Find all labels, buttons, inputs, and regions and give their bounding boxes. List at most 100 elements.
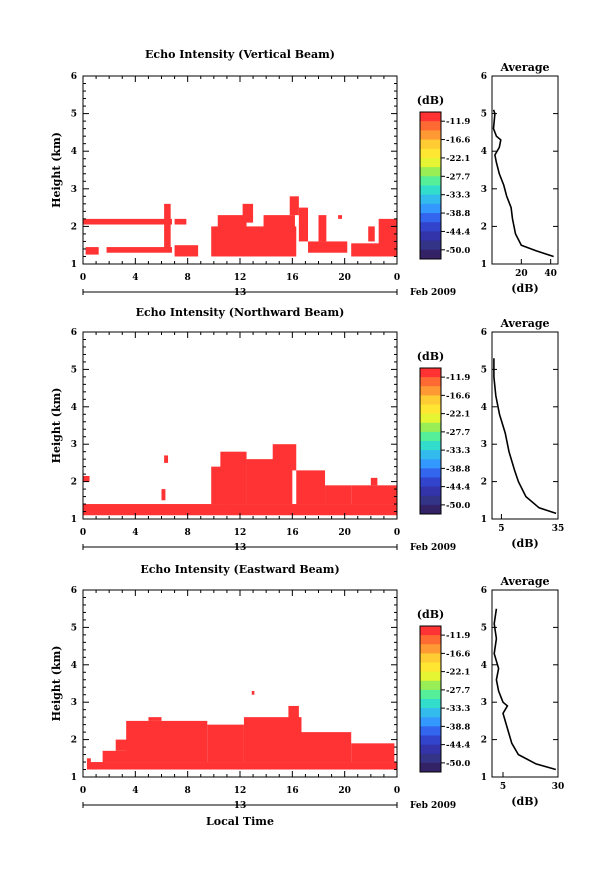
echo-region-1 xyxy=(86,758,91,763)
x-tick-label: 16 xyxy=(286,786,299,796)
x-tick-label: 16 xyxy=(286,273,299,283)
average-x-label: (dB) xyxy=(511,537,538,550)
avg-y-tick-label: 3 xyxy=(481,698,487,708)
date-label: 13 xyxy=(234,543,247,553)
avg-y-tick-label: 4 xyxy=(481,147,487,157)
colorbar-unit: (dB) xyxy=(417,350,444,363)
x-tick-label: 8 xyxy=(185,786,191,796)
colorbar-swatch xyxy=(420,112,441,122)
avg-y-tick-label: 2 xyxy=(481,222,487,232)
colorbar-swatch xyxy=(420,395,441,405)
avg-x-tick-label: 40 xyxy=(544,269,557,279)
average-frame xyxy=(491,589,559,778)
colorbar-label: -50.0 xyxy=(446,759,470,769)
avg-x-tick-label: 5 xyxy=(498,524,504,534)
y-tick-label: 6 xyxy=(71,328,77,338)
echo-region-7 xyxy=(272,444,297,471)
y-tick-label: 6 xyxy=(71,586,77,596)
x-axis-label: Local Time xyxy=(206,815,274,828)
avg-x-tick-label: 35 xyxy=(552,524,565,534)
y-axis-label: Height (km) xyxy=(50,132,63,208)
avg-y-tick-label: 5 xyxy=(481,365,487,375)
echo-region-9 xyxy=(325,485,352,505)
echo-region-0 xyxy=(83,218,172,225)
date-label: 13 xyxy=(234,801,247,811)
average-title: Average xyxy=(499,575,549,588)
echo-region-7 xyxy=(217,215,247,231)
x-tick-label: 16 xyxy=(286,528,299,538)
avg-y-tick-label: 2 xyxy=(481,478,487,488)
colorbar-unit: (dB) xyxy=(417,608,444,621)
x-tick-label: 20 xyxy=(338,273,351,283)
colorbar-label: -38.8 xyxy=(446,209,470,219)
avg-y-tick-label: 1 xyxy=(481,515,487,525)
echo-region-9 xyxy=(301,732,352,763)
colorbar-swatch xyxy=(420,744,441,755)
colorbar-swatch xyxy=(420,753,441,764)
colorbar-swatch xyxy=(420,431,441,442)
date-label: 13 xyxy=(234,288,247,298)
y-tick-label: 2 xyxy=(71,222,77,232)
colorbar-swatch xyxy=(420,249,441,260)
colorbar-label: -38.8 xyxy=(446,464,470,474)
panel-title: Echo Intensity (Eastward Beam) xyxy=(140,563,339,576)
colorbar-swatch xyxy=(420,504,441,515)
colorbar-swatch xyxy=(420,468,441,478)
y-tick-label: 1 xyxy=(71,515,77,525)
x-tick-label: 0 xyxy=(80,528,86,538)
colorbar-swatch xyxy=(420,185,441,196)
avg-y-tick-label: 1 xyxy=(481,773,487,783)
echo-region-11 xyxy=(298,207,309,242)
echo-region-5 xyxy=(220,451,247,505)
y-tick-label: 2 xyxy=(71,736,77,746)
colorbar-label: -16.6 xyxy=(446,136,470,146)
colorbar-swatch xyxy=(420,139,441,150)
colorbar-swatch xyxy=(420,495,441,506)
avg-y-tick-label: 6 xyxy=(481,586,487,596)
colorbar-swatch xyxy=(420,477,441,488)
average-x-label: (dB) xyxy=(511,795,538,808)
month-label: Feb 2009 xyxy=(410,543,456,553)
echo-region-17 xyxy=(338,215,343,219)
y-tick-label: 4 xyxy=(71,147,77,157)
colorbar-swatch xyxy=(420,404,441,415)
y-tick-label: 3 xyxy=(71,440,77,450)
colorbar-label: -27.7 xyxy=(446,172,470,182)
colorbar-swatch xyxy=(420,662,441,673)
colorbar-swatch xyxy=(420,194,441,205)
average-x-label: (dB) xyxy=(511,282,538,295)
y-tick-label: 1 xyxy=(71,773,77,783)
colorbar-label: -11.9 xyxy=(446,373,470,383)
echo-region-12 xyxy=(308,241,348,253)
colorbar-swatch xyxy=(420,413,441,424)
avg-y-tick-label: 3 xyxy=(481,185,487,195)
echo-regions xyxy=(86,690,398,770)
echo-region-11 xyxy=(370,477,378,486)
month-label: Feb 2009 xyxy=(410,288,456,298)
colorbar-swatch xyxy=(420,762,441,773)
echo-region-4 xyxy=(106,247,172,253)
colorbar-swatch xyxy=(420,726,441,736)
echo-region-2 xyxy=(102,750,129,763)
avg-x-tick-label: 20 xyxy=(515,269,528,279)
y-tick-label: 2 xyxy=(71,478,77,488)
colorbar-swatch xyxy=(420,450,441,460)
echo-region-11 xyxy=(251,690,255,695)
colorbar-swatch xyxy=(420,240,441,251)
colorbar-label: -27.7 xyxy=(446,428,470,438)
colorbar-swatch xyxy=(420,671,441,682)
colorbar-label: -50.0 xyxy=(446,246,470,256)
colorbar-label: -44.4 xyxy=(446,741,470,751)
colorbar-swatch xyxy=(420,130,441,141)
avg-y-tick-label: 3 xyxy=(481,440,487,450)
average-profile-line xyxy=(493,358,557,515)
avg-y-tick-label: 6 xyxy=(481,72,487,82)
average-profile-line xyxy=(493,608,557,771)
average-title: Average xyxy=(499,317,549,330)
echo-region-16 xyxy=(368,226,375,242)
x-tick-label: 12 xyxy=(234,786,247,796)
colorbar-swatch xyxy=(420,368,441,378)
